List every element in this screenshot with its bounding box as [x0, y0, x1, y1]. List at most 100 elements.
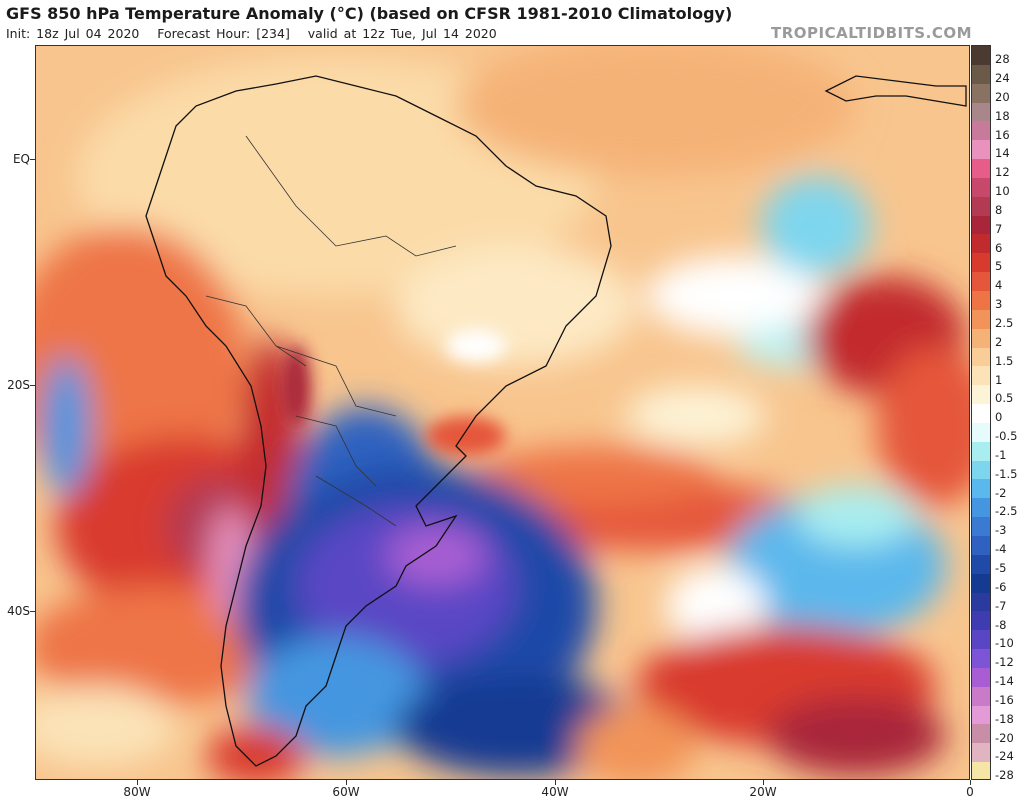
- coastlines: [145, 75, 967, 767]
- colorbar-label: 0.5: [995, 391, 1014, 406]
- colorbar-segment: [972, 724, 990, 744]
- colorbar-segment: [972, 385, 990, 405]
- lon-tick: [555, 780, 556, 785]
- colorbar-segment: [972, 291, 990, 311]
- lon-label-20w: 20W: [749, 785, 777, 799]
- colorbar-label: 20: [995, 89, 1010, 104]
- colorbar-segment: [972, 686, 990, 707]
- lon-tick: [137, 780, 138, 785]
- colorbar-segment: [972, 121, 990, 141]
- colorbar-label: 8: [995, 202, 1003, 217]
- colorbar-label: -1.5: [995, 466, 1018, 481]
- colorbar: [971, 45, 991, 780]
- colorbar-segment: [972, 517, 990, 537]
- colorbar-segment: [972, 404, 990, 424]
- lat-label-20s: 20S: [7, 378, 30, 392]
- colorbar-label: 0: [995, 410, 1003, 425]
- anomaly-field: [36, 46, 969, 779]
- lon-label-60w: 60W: [332, 785, 360, 799]
- lat-label-40s: 40S: [7, 604, 30, 618]
- lon-label-0: 0: [966, 785, 974, 799]
- colorbar-label: -12: [995, 655, 1014, 670]
- colorbar-segment: [972, 196, 990, 217]
- colorbar-label: 1: [995, 372, 1003, 387]
- valid-time: valid at 12z Tue, Jul 14 2020: [307, 26, 497, 41]
- lon-tick: [970, 780, 971, 785]
- colorbar-label: -24: [995, 749, 1014, 764]
- colorbar-label: 10: [995, 184, 1010, 199]
- colorbar-label: -20: [995, 730, 1014, 745]
- lat-tick: [30, 159, 35, 160]
- colorbar-segment: [972, 272, 990, 292]
- colorbar-label: -14: [995, 674, 1014, 689]
- colorbar-label: -18: [995, 711, 1014, 726]
- colorbar-label: 12: [995, 165, 1010, 180]
- colorbar-label: 7: [995, 221, 1003, 236]
- colorbar-segment: [972, 102, 990, 122]
- lat-tick: [30, 611, 35, 612]
- colorbar-segment: [972, 46, 990, 66]
- colorbar-segment: [972, 366, 990, 386]
- colorbar-segment: [972, 83, 990, 104]
- colorbar-segment: [972, 536, 990, 556]
- colorbar-segment: [972, 309, 990, 330]
- colorbar-label: -16: [995, 692, 1014, 707]
- colorbar-segment: [972, 215, 990, 235]
- colorbar-label: -2: [995, 485, 1007, 500]
- colorbar-label: 18: [995, 108, 1010, 123]
- anomaly-detail: [282, 330, 506, 456]
- anomaly-map[interactable]: [35, 45, 970, 780]
- colorbar-label: 14: [995, 146, 1010, 161]
- colorbar-segment: [972, 441, 990, 462]
- colorbar-segment: [972, 498, 990, 518]
- colorbar-segment: [972, 705, 990, 725]
- colorbar-label: 24: [995, 70, 1010, 85]
- colorbar-label: 6: [995, 240, 1003, 255]
- colorbar-label: 16: [995, 127, 1010, 142]
- colorbar-segment: [972, 234, 990, 254]
- colorbar-segment: [972, 64, 990, 85]
- colorbar-label: 28: [995, 52, 1010, 67]
- colorbar-label: 4: [995, 278, 1003, 293]
- colorbar-segment: [972, 328, 990, 349]
- colorbar-label: -1: [995, 447, 1007, 462]
- colorbar-segment: [972, 140, 990, 160]
- country-borders: [205, 135, 457, 527]
- colorbar-segment: [972, 177, 990, 198]
- colorbar-segment: [972, 422, 990, 443]
- colorbar-segment: [972, 253, 990, 273]
- lon-label-40w: 40W: [541, 785, 569, 799]
- map-subtitle: Init: 18z Jul 04 2020 Forecast Hour: [23…: [6, 26, 497, 41]
- map-canvas: [36, 46, 969, 779]
- colorbar-label: -28: [995, 768, 1014, 783]
- colorbar-label: -7: [995, 598, 1007, 613]
- colorbar-segment: [972, 592, 990, 612]
- lon-tick: [763, 780, 764, 785]
- colorbar-segment: [972, 479, 990, 499]
- init-time: Init: 18z Jul 04 2020: [6, 26, 140, 41]
- site-credit: TROPICALTIDBITS.COM: [771, 24, 972, 42]
- colorbar-label: -2.5: [995, 504, 1018, 519]
- colorbar-segment: [972, 611, 990, 631]
- colorbar-label: -4: [995, 542, 1007, 557]
- colorbar-label: 2.5: [995, 315, 1014, 330]
- colorbar-label: -5: [995, 560, 1007, 575]
- colorbar-label: -0.5: [995, 429, 1018, 444]
- lon-tick: [346, 780, 347, 785]
- colorbar-label: 3: [995, 297, 1003, 312]
- colorbar-label: -6: [995, 579, 1007, 594]
- colorbar-segment: [972, 159, 990, 179]
- colorbar-label: -10: [995, 636, 1014, 651]
- map-title: GFS 850 hPa Temperature Anomaly (°C) (ba…: [6, 4, 733, 23]
- colorbar-label: 1.5: [995, 353, 1014, 368]
- colorbar-segment: [972, 743, 990, 763]
- colorbar-segment: [972, 667, 990, 688]
- colorbar-label: -8: [995, 617, 1007, 632]
- colorbar-segment: [972, 573, 990, 594]
- colorbar-segment: [972, 762, 990, 779]
- colorbar-segment: [972, 630, 990, 650]
- colorbar-label: 5: [995, 259, 1003, 274]
- colorbar-label: -3: [995, 523, 1007, 538]
- colorbar-segment: [972, 554, 990, 575]
- lat-label-eq: EQ: [12, 152, 30, 166]
